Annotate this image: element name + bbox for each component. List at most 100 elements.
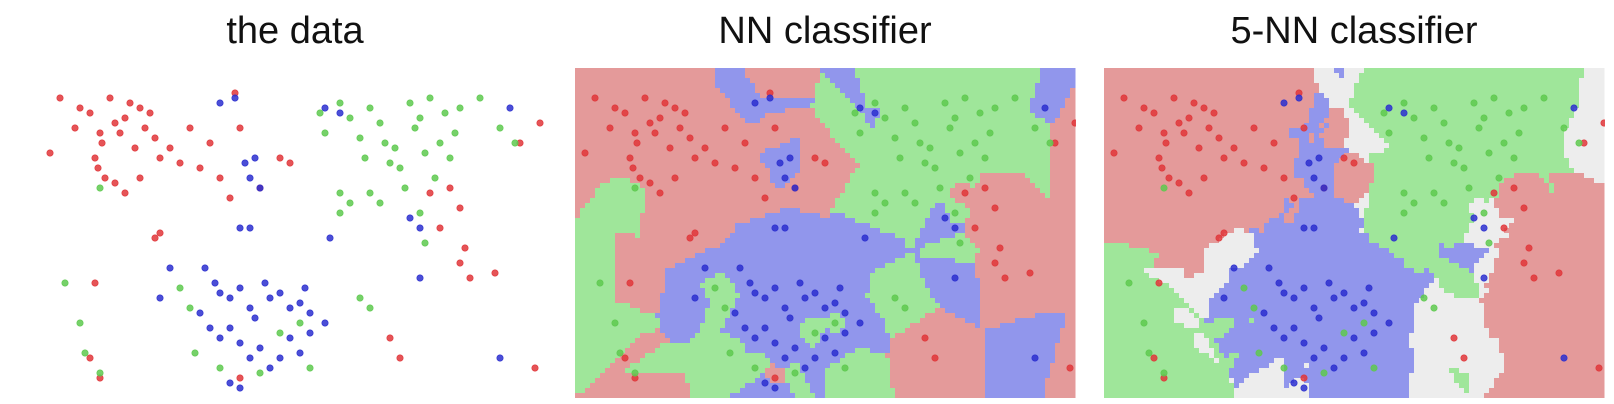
nn-region-green <box>605 223 611 229</box>
nn-region-red <box>765 68 771 74</box>
nn-region-green <box>955 158 961 164</box>
nn-region-blue <box>830 238 836 244</box>
nn-region-green <box>630 213 636 219</box>
nn-region-red <box>640 138 646 144</box>
nn-region-green <box>585 223 591 229</box>
data-point-red <box>286 159 294 167</box>
nn-region-red <box>725 213 731 219</box>
nn-region-green <box>605 308 611 314</box>
nn-region-green <box>575 223 581 229</box>
nn-region-blue <box>925 233 931 239</box>
nn-region-red <box>1005 298 1011 304</box>
nn-region-green <box>1035 163 1041 169</box>
nn-region-red <box>760 198 766 204</box>
nn-region-blue <box>695 278 701 284</box>
nn-region-blue <box>660 303 666 309</box>
nn-region-green <box>905 153 911 159</box>
nn-region-red <box>760 138 766 144</box>
nn-region-blue <box>780 158 786 164</box>
nn-region-green <box>610 278 616 284</box>
nn-region-red <box>650 198 656 204</box>
nn-region-green <box>1020 103 1026 109</box>
nn-region-red <box>695 153 701 159</box>
nn-region-red <box>660 208 666 214</box>
nn-region-green <box>1010 103 1016 109</box>
nn-region-green <box>915 88 921 94</box>
nn-region-green <box>600 213 606 219</box>
nn-region-red <box>580 123 586 129</box>
nn-region-green <box>710 278 716 284</box>
nn-region-green <box>910 293 916 299</box>
nn-region-green <box>960 238 966 244</box>
nn-region-green <box>1005 68 1011 74</box>
nn-region-blue <box>845 88 851 94</box>
nn-region-red <box>990 303 996 309</box>
nn-region-green <box>985 93 991 99</box>
nn-region-red <box>765 113 771 119</box>
nn-region-red <box>965 218 971 224</box>
nn-region-green <box>1020 78 1026 84</box>
nn-region-green <box>960 208 966 214</box>
nn-region-red <box>985 263 991 269</box>
nn-region-blue <box>730 233 736 239</box>
nn-region-green <box>1015 103 1021 109</box>
nn-region-blue <box>1045 73 1051 79</box>
nn-region-green <box>970 168 976 174</box>
nn-region-green <box>905 253 911 259</box>
nn-region-blue <box>860 273 866 279</box>
nn-region-blue <box>870 243 876 249</box>
data-point-blue <box>296 349 304 357</box>
nn-region-blue <box>810 218 816 224</box>
nn-region-green <box>605 253 611 259</box>
nn-region-red <box>1055 283 1061 289</box>
nn-region-red <box>1010 283 1016 289</box>
nn-region-green <box>620 178 626 184</box>
nn-region-red <box>1015 218 1021 224</box>
nn-region-blue <box>720 83 726 89</box>
nn-region-green <box>960 203 966 209</box>
nn-region-red <box>740 173 746 179</box>
data-point-red <box>136 104 144 112</box>
nn-region-green <box>885 193 891 199</box>
nn-region-blue <box>960 263 966 269</box>
nn-region-red <box>690 88 696 94</box>
nn-region-red <box>790 188 796 194</box>
nn-region-green <box>925 188 931 194</box>
nn-region-red <box>1030 248 1036 254</box>
nn-region-green <box>1030 113 1036 119</box>
nn-region-blue <box>825 243 831 249</box>
data-point-green <box>256 369 264 377</box>
data-point-green <box>476 94 484 102</box>
nn-region-red <box>640 173 646 179</box>
nn-region-red <box>705 218 711 224</box>
nn-region-blue <box>765 298 771 304</box>
nn-region-green <box>935 88 941 94</box>
nn-region-red <box>665 98 671 104</box>
nn-region-blue <box>770 173 776 179</box>
nn-region-red <box>1055 148 1061 154</box>
nn-region-blue <box>720 88 726 94</box>
nn-region-blue <box>690 278 696 284</box>
nn-region-red <box>675 213 681 219</box>
nn-region-red <box>715 228 721 234</box>
data-point-red <box>136 174 144 182</box>
nn-region-red <box>1015 203 1021 209</box>
nn-region-blue <box>1030 103 1036 109</box>
nn-region-red <box>620 278 626 284</box>
nn-region-green <box>900 218 906 224</box>
nn-region-blue <box>730 88 736 94</box>
nn-region-red <box>1005 268 1011 274</box>
nn-region-blue <box>820 68 826 74</box>
nn-region-blue <box>680 263 686 269</box>
nn-region-red <box>640 128 646 134</box>
nn-region-green <box>945 238 951 244</box>
data-point-green <box>296 319 304 327</box>
nn-region-red <box>1050 283 1056 289</box>
nn-region-green <box>875 83 881 89</box>
nn-region-green <box>1035 178 1041 184</box>
nn-region-red <box>1040 213 1046 219</box>
nn-region-blue <box>810 243 816 249</box>
nn-region-green <box>890 178 896 184</box>
nn-region-green <box>910 103 916 109</box>
nn-region-red <box>1065 298 1071 304</box>
